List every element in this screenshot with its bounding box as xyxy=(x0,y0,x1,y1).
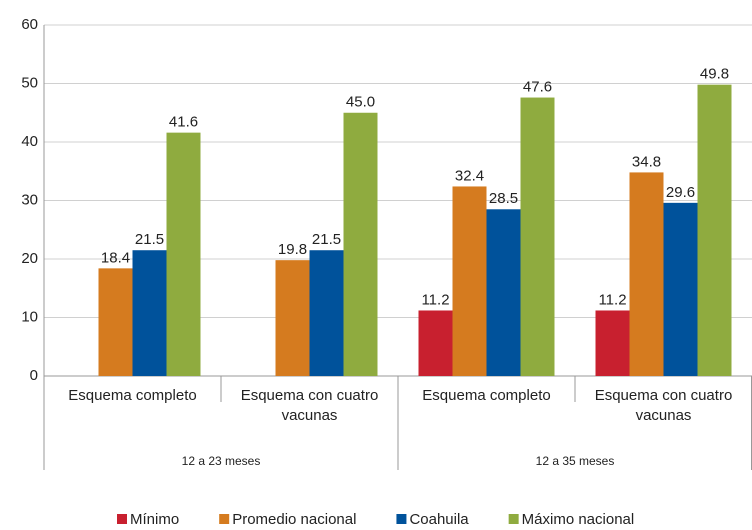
legend-label: Promedio nacional xyxy=(232,511,356,528)
bar xyxy=(629,172,664,376)
value-label: 32.4 xyxy=(455,167,484,184)
bar xyxy=(132,250,167,376)
bar xyxy=(309,250,344,376)
value-label: 11.2 xyxy=(598,291,626,308)
value-label: 19.8 xyxy=(278,241,307,258)
value-label: 11.2 xyxy=(421,291,449,308)
legend-label: Coahuila xyxy=(409,511,469,528)
value-label: 21.5 xyxy=(135,231,164,248)
bar xyxy=(595,310,630,376)
x-tick-label: Esquema con cuatro vacunas xyxy=(240,387,379,424)
y-tick-label: 60 xyxy=(21,16,38,33)
bar xyxy=(166,132,201,376)
value-label: 45.0 xyxy=(346,94,375,111)
legend-label: Mínimo xyxy=(130,511,179,528)
x-tick-label-box: Esquema completo xyxy=(68,387,197,404)
legend-label: Máximo nacional xyxy=(522,511,635,528)
bar xyxy=(663,202,698,376)
value-label: 21.5 xyxy=(312,231,341,248)
y-tick-label: 40 xyxy=(21,133,38,150)
y-tick-label: 20 xyxy=(21,250,38,267)
x-tick-label-box: Esquema con cuatro vacunas xyxy=(594,387,733,424)
bar xyxy=(343,112,378,376)
x-tick-label-box: Esquema con cuatro vacunas xyxy=(240,387,379,424)
bar xyxy=(452,186,487,376)
value-label: 18.4 xyxy=(101,249,130,266)
bar xyxy=(98,268,133,376)
legend-swatch xyxy=(219,514,230,524)
value-label: 41.6 xyxy=(169,114,198,131)
x-tick-label: Esquema completo xyxy=(422,387,551,404)
y-tick-label: 30 xyxy=(21,191,38,208)
y-tick-label: 50 xyxy=(21,74,38,91)
group-label: 12 a 35 meses xyxy=(536,454,615,468)
bar xyxy=(486,209,521,376)
x-tick-label-box: Esquema completo xyxy=(422,387,551,404)
value-label: 29.6 xyxy=(666,184,695,201)
y-tick-label: 10 xyxy=(21,308,38,325)
value-label: 47.6 xyxy=(523,79,552,96)
x-tick-label: Esquema completo xyxy=(68,387,197,404)
value-label: 28.5 xyxy=(489,190,518,207)
legend-swatch xyxy=(508,514,519,524)
bar xyxy=(418,310,453,376)
group-label: 12 a 23 meses xyxy=(182,454,261,468)
bar xyxy=(275,260,310,376)
value-label: 34.8 xyxy=(632,153,661,170)
legend-swatch xyxy=(396,514,407,524)
bar xyxy=(520,97,555,376)
y-tick-label: 0 xyxy=(30,367,38,384)
value-label: 49.8 xyxy=(700,66,729,83)
bar xyxy=(697,84,732,377)
legend-swatch xyxy=(117,514,127,524)
x-tick-label: Esquema con cuatro vacunas xyxy=(594,387,733,424)
